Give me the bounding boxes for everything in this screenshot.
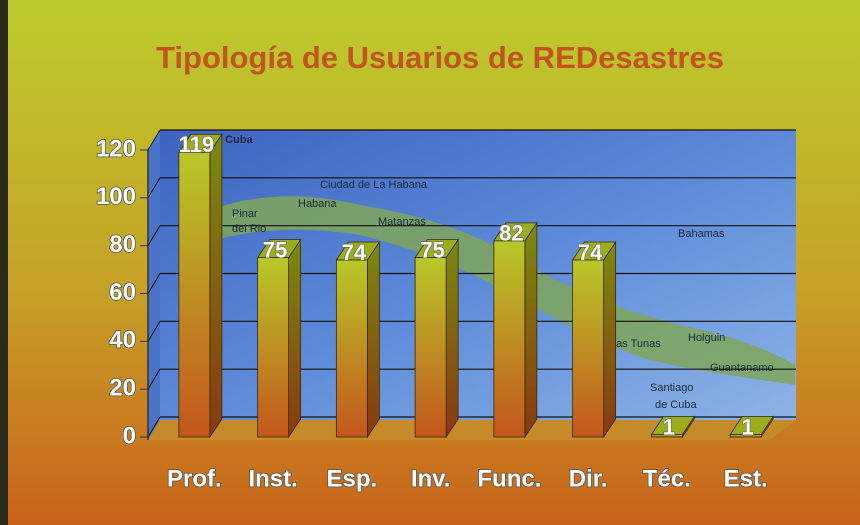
- bar-side: [209, 133, 223, 439]
- bar-side: [445, 238, 459, 439]
- bar: [335, 259, 368, 438]
- chart-title: Tipología de Usuarios de REDesastres: [156, 40, 724, 75]
- data-label: 1: [742, 414, 754, 439]
- plot-back: [148, 130, 796, 440]
- bar-side: [366, 240, 380, 439]
- bar: [650, 434, 683, 438]
- grid-line: [147, 368, 161, 390]
- data-label: 1: [663, 414, 675, 439]
- data-label: 82: [499, 221, 523, 246]
- map-label: Habana: [298, 198, 337, 210]
- bar-side: [524, 221, 538, 439]
- grid-line: [147, 225, 161, 246]
- map-label: Ciudad de La Habana: [320, 179, 428, 191]
- x-tick-label: Téc.: [643, 465, 691, 492]
- y-tick-label: 40: [109, 327, 136, 354]
- map-label: Holguin: [688, 332, 725, 344]
- y-tick-label: 100: [96, 183, 136, 210]
- bar: [493, 240, 526, 438]
- left-wall: [148, 130, 160, 440]
- y-tick-label: 0: [123, 422, 136, 449]
- grid-line: [147, 177, 161, 199]
- data-label: 74: [342, 240, 367, 265]
- floor: [148, 420, 796, 440]
- map-label: de Cuba: [655, 399, 697, 411]
- map-label: Guantanamo: [710, 362, 774, 374]
- grid-line: [147, 416, 161, 438]
- y-tick-label: 80: [109, 231, 136, 258]
- map-label: del Rio: [232, 223, 266, 235]
- map-label: Pinar: [232, 208, 258, 220]
- x-tick-label: Prof.: [167, 465, 222, 492]
- data-label: 74: [578, 240, 603, 265]
- bar: [572, 259, 605, 438]
- y-tick-label: 20: [109, 375, 136, 402]
- grid-line: [147, 273, 161, 294]
- bar-side: [603, 240, 617, 439]
- bar: [729, 434, 762, 438]
- grid-line: [147, 321, 161, 342]
- x-tick-label: Inst.: [248, 465, 297, 492]
- grid-line: [147, 129, 161, 151]
- x-tick-label: Dir.: [569, 465, 608, 492]
- map-label: Matanzas: [378, 216, 426, 228]
- x-tick-label: Inv.: [411, 465, 451, 492]
- left-border: [0, 0, 8, 525]
- map-label: Santiago: [650, 382, 693, 394]
- x-tick-label: Esp.: [327, 465, 378, 492]
- bar: [178, 151, 211, 438]
- data-label: 119: [179, 132, 215, 157]
- y-tick-label: 60: [109, 279, 136, 306]
- data-label: 75: [263, 237, 287, 262]
- bar: [257, 257, 290, 438]
- x-tick-label: Func.: [477, 465, 541, 492]
- x-tick-label: Est.: [724, 465, 768, 492]
- bar-side: [288, 238, 302, 439]
- bar: [414, 257, 447, 438]
- y-tick-label: 120: [96, 135, 136, 162]
- map-label: Las Tunas: [610, 338, 661, 350]
- map-island: [200, 196, 795, 385]
- map-label: Bahamas: [678, 228, 725, 240]
- data-label: 75: [420, 237, 444, 262]
